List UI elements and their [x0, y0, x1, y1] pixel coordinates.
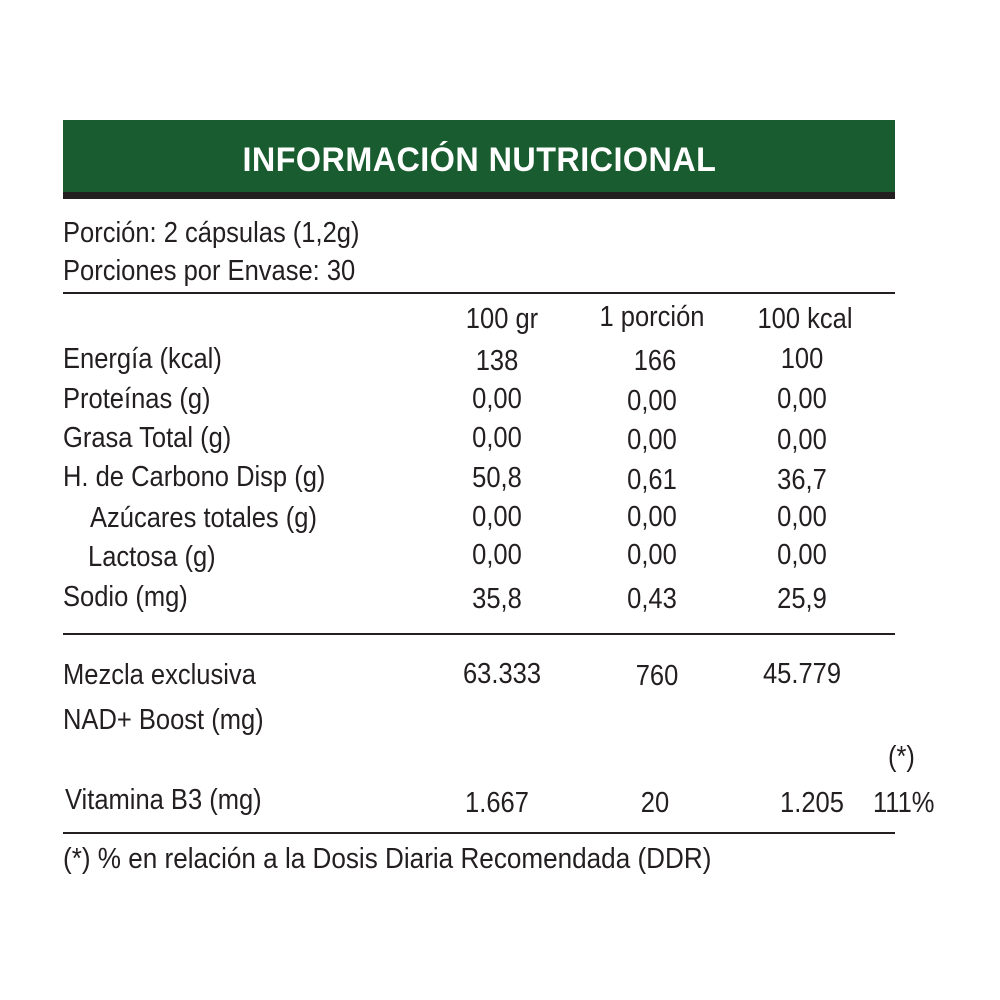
blend-label-line2: NAD+ Boost (mg) — [63, 704, 264, 736]
row-value: 0,00 — [472, 383, 522, 415]
row-value: 0,00 — [472, 539, 522, 571]
servings-per-container: Porciones por Envase: 30 — [63, 255, 356, 287]
row-value: 36,7 — [777, 464, 827, 496]
blend-label-line1: Mezcla exclusiva — [63, 659, 256, 691]
row-value: 25,9 — [777, 583, 827, 615]
ddr-percent: 111% — [873, 787, 935, 819]
row-value: 0,00 — [777, 539, 827, 571]
row-value: 100 — [780, 343, 824, 375]
column-header-100kcal: 100 kcal — [757, 303, 853, 335]
row-label-lactose: Lactosa (g) — [88, 541, 216, 573]
row-value: 35,8 — [472, 583, 522, 615]
blend-value: 63.333 — [462, 658, 542, 690]
row-value: 0,61 — [627, 464, 677, 496]
serving-size: Porción: 2 cápsulas (1,2g) — [63, 217, 360, 249]
column-header-portion: 1 porción — [599, 301, 705, 333]
vitamin-value: 1.667 — [465, 787, 529, 819]
vitamin-value: 20 — [640, 787, 670, 819]
row-value: 0,00 — [627, 385, 677, 417]
vitamin-label: Vitamina B3 (mg) — [65, 784, 262, 816]
row-value: 0,00 — [777, 501, 827, 533]
divider-middle — [63, 633, 895, 635]
row-label-carbs: H. de Carbono Disp (g) — [63, 461, 326, 493]
header-bar: INFORMACIÓN NUTRICIONAL — [63, 120, 895, 199]
row-value: 166 — [633, 345, 677, 377]
row-label-sodium: Sodio (mg) — [63, 581, 188, 613]
row-value: 0,00 — [627, 424, 677, 456]
row-value: 0,43 — [627, 583, 677, 615]
row-value: 50,8 — [472, 462, 522, 494]
row-label-fat: Grasa Total (g) — [63, 422, 232, 454]
ddr-header: (*) — [888, 741, 915, 773]
label-title: INFORMACIÓN NUTRICIONAL — [242, 140, 716, 179]
row-label-energy: Energía (kcal) — [63, 343, 222, 375]
row-value: 0,00 — [472, 422, 522, 454]
row-value: 138 — [475, 345, 519, 377]
vitamin-value: 1.205 — [780, 787, 844, 819]
divider-bottom — [63, 832, 895, 834]
row-value: 0,00 — [777, 424, 827, 456]
row-value: 0,00 — [627, 501, 677, 533]
footnote: (*) % en relación a la Dosis Diaria Reco… — [63, 843, 712, 875]
column-header-100gr: 100 gr — [465, 303, 539, 335]
blend-value: 45.779 — [762, 658, 842, 690]
row-label-sugars: Azúcares totales (g) — [90, 502, 317, 534]
row-value: 0,00 — [627, 539, 677, 571]
divider-top — [63, 292, 895, 294]
row-value: 0,00 — [777, 383, 827, 415]
blend-value: 760 — [635, 660, 679, 692]
row-label-protein: Proteínas (g) — [63, 383, 211, 415]
row-value: 0,00 — [472, 501, 522, 533]
